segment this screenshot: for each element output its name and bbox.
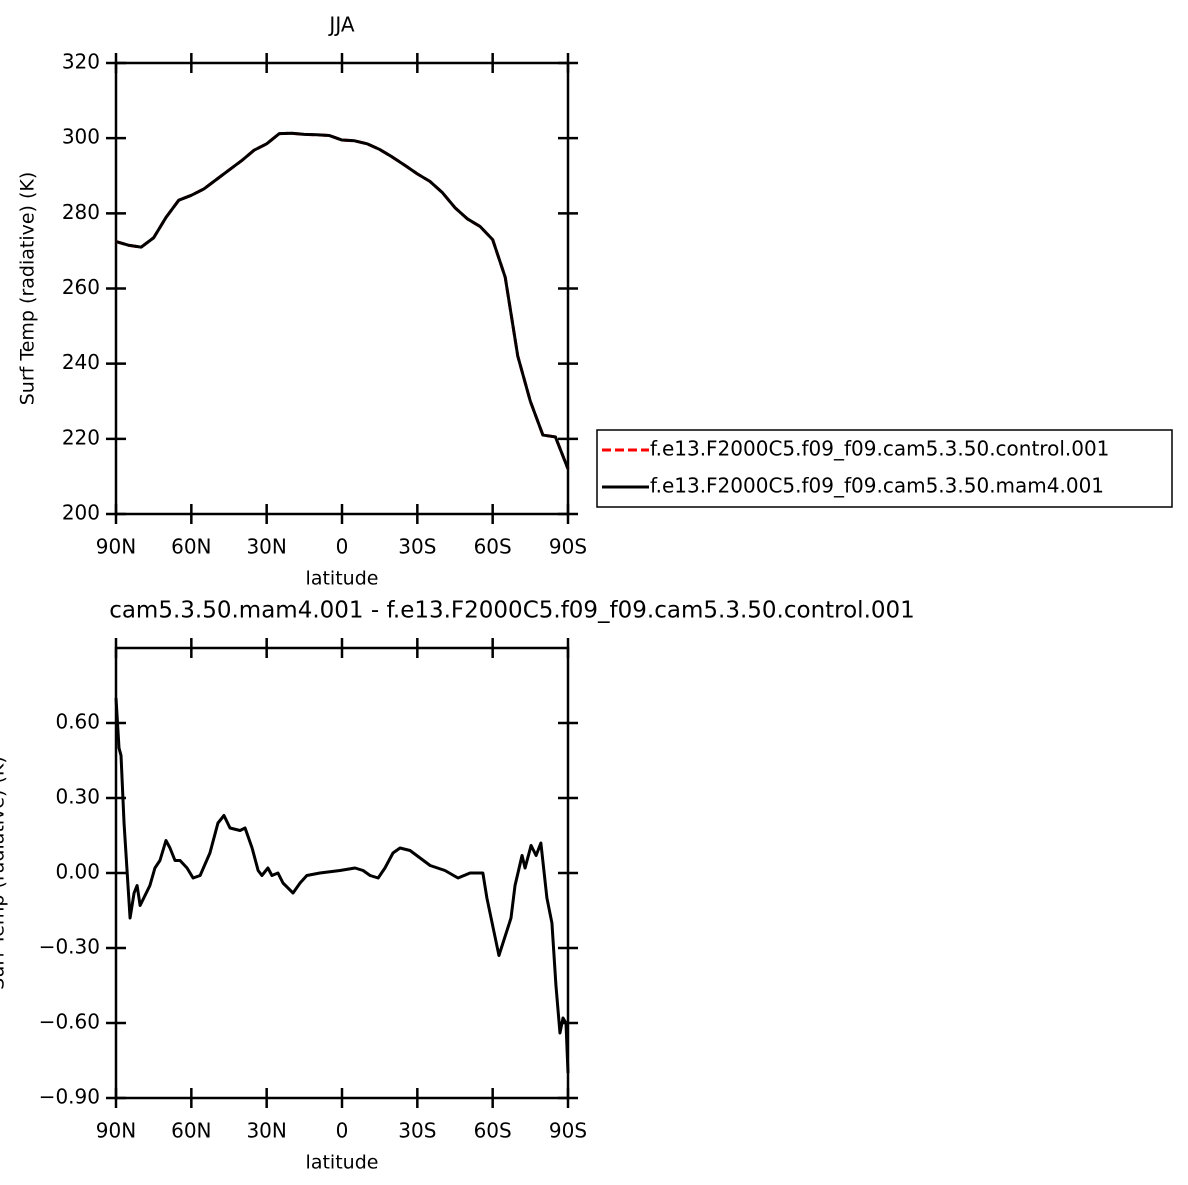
y-tick-label: −0.30	[39, 935, 100, 959]
x-tick-label: 30N	[246, 535, 286, 559]
x-tick-label: 0	[336, 1119, 349, 1143]
x-tick-label: 60N	[171, 535, 211, 559]
x-tick-label: 30N	[246, 1119, 286, 1143]
plot-frame	[114, 646, 570, 1100]
chart-title: JJA	[327, 13, 354, 37]
x-tick-label: 60S	[474, 1119, 512, 1143]
x-axis-label: latitude	[306, 568, 379, 590]
x-tick-label: 90N	[96, 535, 136, 559]
legend-box	[596, 429, 1173, 508]
y-tick-label: 320	[62, 50, 100, 74]
y-tick-label: 280	[62, 200, 100, 224]
legend-label: f.e13.F2000C5.f09_f09.cam5.3.50.control.…	[650, 437, 1109, 461]
y-tick-label: −0.60	[39, 1010, 100, 1034]
x-tick-label: 90S	[549, 535, 587, 559]
data-line	[114, 697, 570, 1074]
y-tick-label: 0.30	[55, 785, 100, 809]
y-axis-label: Surf Temp (radiative) (K)	[17, 172, 39, 406]
chart-title: cam5.3.50.mam4.001 - f.e13.F2000C5.f09_f…	[109, 598, 915, 624]
y-tick-label: 240	[62, 350, 100, 374]
legend-label: f.e13.F2000C5.f09_f09.cam5.3.50.mam4.001	[650, 474, 1104, 498]
y-tick-label: 260	[62, 275, 100, 299]
y-tick-label: 200	[62, 501, 100, 525]
x-tick-label: 60N	[171, 1119, 211, 1143]
x-tick-label: 30S	[398, 535, 436, 559]
x-tick-label: 0	[336, 535, 349, 559]
y-tick-label: 300	[62, 125, 100, 149]
y-tick-label: 0.60	[55, 710, 100, 734]
plot-frame	[114, 61, 570, 516]
data-line	[115, 131, 570, 470]
y-tick-label: 220	[62, 425, 100, 449]
data-line	[115, 131, 570, 470]
x-tick-label: 30S	[398, 1119, 436, 1143]
x-axis-label: latitude	[306, 1152, 379, 1174]
y-tick-label: −0.90	[39, 1085, 100, 1109]
x-tick-label: 60S	[474, 535, 512, 559]
x-tick-label: 90N	[96, 1119, 136, 1143]
y-tick-label: 0.00	[55, 860, 100, 884]
y-axis-label: Surf Temp (radiative) (K)	[0, 756, 9, 990]
x-tick-label: 90S	[549, 1119, 587, 1143]
